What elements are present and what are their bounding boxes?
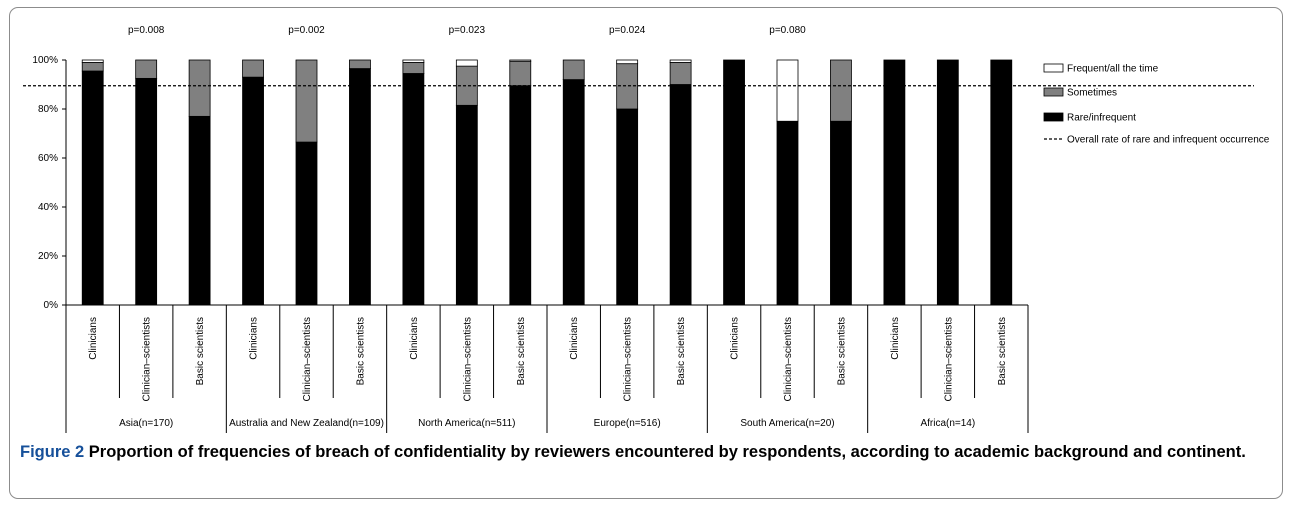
group-label: North America(n=511) xyxy=(418,418,515,429)
y-tick-label: 80% xyxy=(38,104,58,115)
bar-segment-sometimes xyxy=(616,63,639,110)
y-tick-label: 20% xyxy=(38,251,58,262)
category-label: Basic scientists xyxy=(195,317,206,385)
caption-text: Proportion of frequencies of breach of c… xyxy=(84,443,1246,461)
bar-segment-frequent xyxy=(81,59,104,63)
bar-segment-rare xyxy=(830,120,852,306)
bar-segment-rare xyxy=(135,77,158,306)
legend-label-rare: Rare/infrequent xyxy=(1067,113,1136,124)
category-label: Clinician–scientists xyxy=(783,317,794,401)
p-value-label: p=0.080 xyxy=(769,25,806,36)
bar-segment-frequent xyxy=(616,59,639,65)
bar-segment-sometimes xyxy=(509,60,532,87)
category-label: Clinicians xyxy=(249,317,260,360)
figure-frame xyxy=(9,7,1283,499)
y-tick-label: 0% xyxy=(44,300,59,311)
bar-segment-rare xyxy=(349,68,371,306)
category-label: Basic scientists xyxy=(997,317,1008,385)
y-tick-label: 60% xyxy=(38,153,58,164)
category-label: Clinician–scientists xyxy=(142,317,153,401)
category-label: Clinicians xyxy=(409,317,420,360)
group-label: Asia(n=170) xyxy=(119,418,173,429)
bar-segment-rare xyxy=(81,70,104,306)
group-label: Australia and New Zealand(n=109) xyxy=(229,418,384,429)
y-tick-label: 40% xyxy=(38,202,58,213)
bar-segment-rare xyxy=(990,59,1013,306)
p-value-label: p=0.002 xyxy=(288,25,325,36)
legend-swatch-sometimes xyxy=(1043,87,1064,97)
p-value-label: p=0.023 xyxy=(449,25,486,36)
legend-swatch-rare xyxy=(1043,112,1064,122)
stacked-bar-chart: 0% 20% 40% 60% 80% 100% p=0.008 Asia(n=170) Clin… xyxy=(23,25,1270,433)
bar-segment-rare xyxy=(295,141,318,306)
bar-segment-sometimes xyxy=(135,59,158,79)
y-tick-label: 100% xyxy=(32,55,58,66)
figure-caption: Figure 2 Proportion of frequencies of br… xyxy=(20,441,1260,463)
bar-segment-rare xyxy=(188,115,211,306)
category-label: Clinician–scientists xyxy=(943,317,954,401)
group-label: South America(n=20) xyxy=(740,418,834,429)
legend-swatch-frequent xyxy=(1043,63,1064,73)
category-label: Clinician–scientists xyxy=(302,317,313,401)
p-value-label: p=0.024 xyxy=(609,25,646,36)
bar-segment-frequent xyxy=(455,59,478,67)
group-label: Africa(n=14) xyxy=(920,418,975,429)
category-label: Clinicians xyxy=(730,317,741,360)
category-label: Basic scientists xyxy=(355,317,366,385)
bar-segment-rare xyxy=(242,76,264,306)
bar-segment-sometimes xyxy=(188,59,211,117)
bar-segment-rare xyxy=(455,104,478,306)
bar-segment-sometimes xyxy=(402,62,425,74)
bar-segment-sometimes xyxy=(242,59,264,78)
bar-segment-frequent xyxy=(776,59,799,122)
category-label: Basic scientists xyxy=(516,317,527,385)
category-label: Clinicians xyxy=(569,317,580,360)
bar-segment-sometimes xyxy=(295,59,318,143)
bar-segment-sometimes xyxy=(830,59,852,122)
bar-segment-frequent xyxy=(402,59,425,63)
legend-label-line: Overall rate of rare and infrequent occu… xyxy=(1067,135,1270,146)
category-label: Basic scientists xyxy=(676,317,687,385)
p-value-label: p=0.008 xyxy=(128,25,165,36)
category-label: Clinician–scientists xyxy=(462,317,473,401)
caption-label: Figure 2 xyxy=(20,443,85,461)
bar-segment-sometimes xyxy=(349,59,371,69)
category-label: Clinicians xyxy=(88,317,99,360)
bar-segment-frequent xyxy=(669,59,692,63)
bar-segment-rare xyxy=(669,84,692,306)
bar-segment-rare xyxy=(402,73,425,306)
bar-segment-rare xyxy=(562,79,585,306)
bar-segment-rare xyxy=(776,120,799,306)
legend-label-sometimes: Sometimes xyxy=(1067,88,1117,99)
category-label: Clinician–scientists xyxy=(623,317,634,401)
bar-segment-frequent xyxy=(509,59,532,62)
bar-segment-rare xyxy=(509,85,532,306)
bar-segment-sometimes xyxy=(81,62,104,72)
group-label: Europe(n=516) xyxy=(594,418,661,429)
category-label: Clinicians xyxy=(890,317,901,360)
category-label: Basic scientists xyxy=(836,317,847,385)
bar-segment-sometimes xyxy=(669,62,692,85)
legend-label-frequent: Frequent/all the time xyxy=(1067,64,1159,75)
bar-segment-sometimes xyxy=(562,59,585,81)
bar-segment-rare xyxy=(723,59,745,306)
bar-segment-rare xyxy=(936,59,959,306)
bar-segment-rare xyxy=(883,59,906,306)
bar-segment-rare xyxy=(616,108,639,306)
